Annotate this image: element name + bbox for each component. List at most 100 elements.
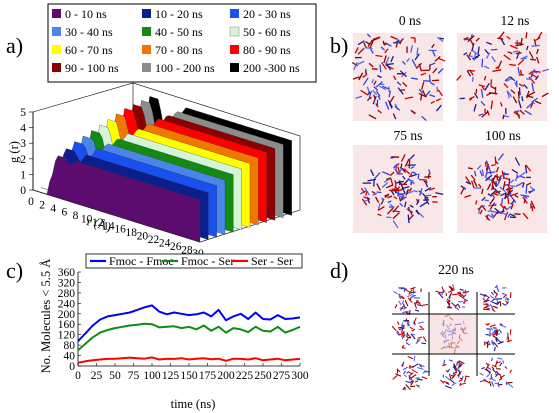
- molecule: [428, 169, 431, 175]
- molecule: [397, 193, 405, 195]
- legend-a-entry: 50 - 60 ns: [243, 25, 291, 39]
- molecule: [463, 36, 469, 41]
- molecule: [411, 333, 416, 336]
- molecule: [388, 86, 390, 92]
- molecule: [475, 200, 478, 205]
- molecule: [512, 50, 519, 53]
- molecule: [382, 85, 390, 90]
- plot-a-x-tick-label: 28: [181, 245, 193, 257]
- molecule: [410, 45, 414, 53]
- molecule: [498, 31, 505, 39]
- molecule: [493, 305, 498, 309]
- molecule: [417, 321, 425, 324]
- molecule: [519, 109, 525, 115]
- molecule: [371, 78, 374, 84]
- molecule: [396, 368, 401, 373]
- molecule: [473, 170, 477, 177]
- molecule: [412, 317, 417, 325]
- molecule: [491, 194, 496, 199]
- molecule: [457, 304, 461, 309]
- molecule: [460, 185, 467, 190]
- molecule: [448, 359, 453, 362]
- molecule: [464, 38, 471, 41]
- molecule: [520, 194, 530, 198]
- molecule: [402, 81, 408, 87]
- molecule: [536, 48, 539, 55]
- molecule: [515, 181, 525, 187]
- molecule: [446, 300, 451, 307]
- molecule: [473, 52, 477, 61]
- molecule: [410, 293, 415, 297]
- molecule: [363, 199, 368, 202]
- legend-a-entry: 60 - 70 ns: [65, 43, 113, 57]
- molecule: [499, 301, 502, 307]
- molecule: [453, 363, 456, 371]
- plot-a-x-tick-label: 24: [159, 238, 171, 250]
- molecule: [530, 73, 539, 79]
- molecule: [483, 65, 490, 70]
- molecule: [490, 85, 497, 90]
- molecule: [504, 366, 508, 369]
- molecule: [491, 378, 496, 382]
- molecule: [481, 86, 486, 91]
- molecule: [407, 214, 410, 224]
- legend-a-swatch: [229, 26, 240, 37]
- molecule: [464, 194, 472, 199]
- molecule: [489, 202, 496, 210]
- molecule: [424, 197, 430, 205]
- molecule: [409, 210, 413, 216]
- molecule: [499, 203, 504, 209]
- plot-c-x-tick-label: 175: [199, 370, 217, 382]
- molecule: [499, 373, 503, 380]
- molecule: [502, 172, 505, 180]
- molecule: [495, 337, 500, 342]
- molecule: [507, 90, 513, 98]
- molecule: [495, 338, 498, 343]
- molecule: [444, 385, 452, 389]
- molecule: [487, 209, 493, 213]
- molecule: [390, 190, 395, 196]
- molecule: [490, 327, 494, 331]
- legend-c-entry: Ser - Ser: [251, 254, 293, 268]
- legend-a-swatch: [52, 27, 61, 36]
- molecule: [366, 33, 371, 38]
- molecule: [385, 64, 394, 70]
- legend-a-entry: 90 - 100 ns: [65, 61, 119, 75]
- molecule: [377, 213, 382, 217]
- molecule: [401, 185, 410, 190]
- molecule: [401, 300, 405, 304]
- molecule: [408, 159, 411, 169]
- molecule: [485, 163, 489, 171]
- molecule: [509, 369, 512, 374]
- molecule: [509, 213, 516, 217]
- molecule: [447, 305, 452, 309]
- molecule: [499, 102, 503, 107]
- molecule: [490, 291, 495, 296]
- molecule: [372, 89, 378, 96]
- molecule: [487, 193, 493, 197]
- molecule: [478, 183, 482, 188]
- molecule: [437, 57, 446, 62]
- molecule: [448, 296, 452, 300]
- molecule: [391, 325, 397, 331]
- molecule: [388, 95, 395, 104]
- molecule: [437, 89, 443, 97]
- molecule: [426, 196, 429, 201]
- molecule: [374, 196, 380, 203]
- molecule: [493, 289, 496, 294]
- molecule: [372, 36, 381, 40]
- molecule: [525, 182, 532, 186]
- molecule: [479, 372, 484, 376]
- molecule: [410, 333, 416, 340]
- molecule: [484, 83, 490, 91]
- molecule: [405, 380, 413, 384]
- molecule: [428, 187, 435, 191]
- molecule: [517, 171, 526, 178]
- molecule: [463, 377, 467, 383]
- plot-a-y-tick-label: 4: [20, 123, 26, 135]
- molecule: [415, 339, 421, 345]
- molecule: [392, 220, 399, 229]
- molecule: [492, 69, 502, 73]
- plot-c-x-tick-label: 200: [217, 370, 235, 382]
- molecule: [408, 374, 413, 381]
